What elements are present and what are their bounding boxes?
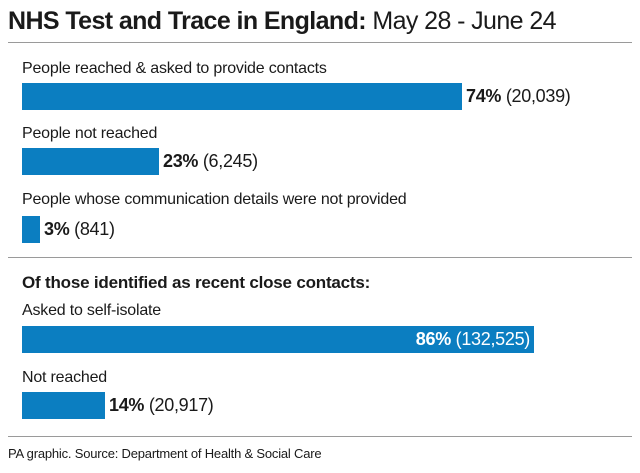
bar-not-reached <box>22 148 159 175</box>
title-dates: May 28 - June 24 <box>372 7 556 35</box>
value-label: 14% (20,917) <box>109 395 214 415</box>
bar-no-details <box>22 216 40 243</box>
category-label: People not reached <box>22 125 158 142</box>
category-label: People whose communication details were … <box>22 191 407 208</box>
chart-title: NHS Test and Trace in England: May 28 - … <box>8 4 557 38</box>
bottom-rule <box>8 436 632 437</box>
value-label: 23% (6,245) <box>163 151 258 171</box>
category-label: Asked to self-isolate <box>22 302 161 319</box>
value-label: 86% (132,525) <box>415 329 531 349</box>
bar-self-isolate <box>22 326 534 353</box>
category-label: Not reached <box>22 369 107 386</box>
bar-contacts-not-reached <box>22 392 105 419</box>
category-label: People reached & asked to provide contac… <box>22 60 327 77</box>
section-divider <box>8 257 632 258</box>
top-rule <box>8 42 632 43</box>
source-note: PA graphic. Source: Department of Health… <box>8 446 322 461</box>
value-label: 3% (841) <box>44 219 115 239</box>
section-heading: Of those identified as recent close cont… <box>22 273 371 292</box>
bar-reached <box>22 83 462 110</box>
title-bold: NHS Test and Trace in England: <box>8 7 367 35</box>
value-label: 74% (20,039) <box>466 86 571 106</box>
